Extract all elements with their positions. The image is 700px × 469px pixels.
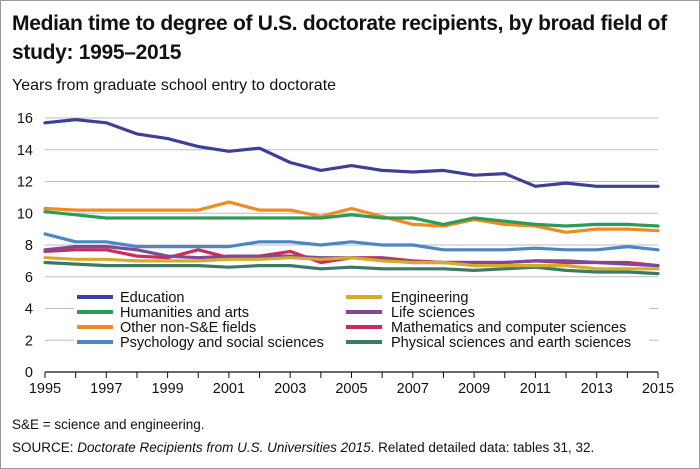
y-tick-label: 2 bbox=[25, 333, 33, 349]
series-line bbox=[43, 232, 660, 252]
legend-label: Other non-S&E fields bbox=[120, 320, 256, 336]
series-lines bbox=[43, 117, 660, 276]
source-prefix: SOURCE: bbox=[12, 440, 78, 455]
y-tick-label: 6 bbox=[25, 270, 33, 286]
x-tick-label: 2013 bbox=[581, 381, 613, 397]
legend-label: Psychology and social sciences bbox=[120, 335, 324, 351]
x-tick-label: 2001 bbox=[213, 381, 245, 397]
legend-label: Mathematics and computer sciences bbox=[391, 320, 626, 336]
source-suffix: . Related detailed data: tables 31, 32. bbox=[370, 440, 595, 455]
chart-title: Median time to degree of U.S. doctorate … bbox=[12, 12, 667, 64]
x-tick-label: 1997 bbox=[90, 381, 122, 397]
line-chart: 0 2 4 6 8 10 12 14 16 1995 1997 1999 2001 2003 2005 20… bbox=[17, 111, 674, 397]
x-tick-label: 2015 bbox=[642, 381, 674, 397]
y-tick-label: 0 bbox=[25, 365, 33, 381]
legend-label: Education bbox=[120, 290, 185, 306]
y-axis-label: Years from graduate school entry to doct… bbox=[12, 77, 337, 94]
y-tick-label: 10 bbox=[17, 206, 33, 222]
y-tick-label: 8 bbox=[25, 238, 33, 254]
y-tick-label: 12 bbox=[17, 175, 33, 191]
series-line bbox=[43, 256, 660, 271]
x-axis: 1995 1997 1999 2001 2003 2005 2007 2009 2011 2013… bbox=[29, 371, 674, 397]
legend-label: Life sciences bbox=[391, 305, 475, 321]
legend: Education Engineering Humanities and arts L… bbox=[74, 285, 649, 355]
legend-label: Humanities and arts bbox=[120, 305, 249, 321]
series-line bbox=[43, 260, 660, 276]
source-note: SOURCE: Doctorate Recipients from U.S. U… bbox=[12, 440, 594, 455]
legend-label: Engineering bbox=[391, 290, 468, 306]
series-line bbox=[43, 200, 660, 234]
y-tick-label: 16 bbox=[17, 111, 33, 127]
x-tick-label: 2005 bbox=[335, 381, 367, 397]
x-tick-label: 2009 bbox=[458, 381, 490, 397]
y-tick-label: 4 bbox=[25, 302, 33, 318]
x-tick-label: 2011 bbox=[520, 381, 551, 397]
source-title: Doctorate Recipients from U.S. Universit… bbox=[77, 440, 371, 455]
y-axis-ticks: 0 2 4 6 8 10 12 14 16 bbox=[17, 111, 33, 381]
legend-label: Physical sciences and earth sciences bbox=[391, 335, 631, 351]
y-tick-label: 14 bbox=[17, 143, 33, 159]
x-tick-label: 1999 bbox=[151, 381, 183, 397]
series-line bbox=[43, 210, 660, 228]
x-tick-label: 2007 bbox=[397, 381, 429, 397]
x-tick-label: 2003 bbox=[274, 381, 306, 397]
footnote: S&E = science and engineering. bbox=[12, 417, 205, 432]
x-tick-label: 1995 bbox=[29, 381, 61, 397]
series-line bbox=[43, 117, 660, 188]
